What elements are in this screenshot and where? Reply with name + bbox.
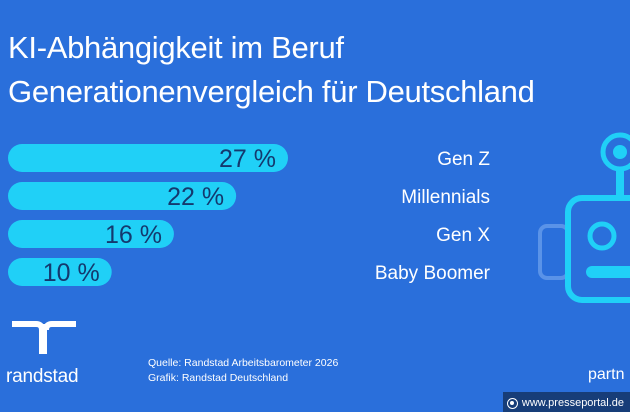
randstad-logo-icon <box>12 321 76 354</box>
watermark-text: www.presseportal.de <box>521 397 624 409</box>
value-label: 22 % <box>167 183 224 211</box>
partner-text: partn <box>588 366 625 383</box>
bar-millennials <box>8 182 237 210</box>
value-label: 16 % <box>105 221 162 249</box>
bar-baby-boomer <box>8 258 112 286</box>
bar-chart: 27 % Gen Z 22 % Millennials 16 % Gen X 10 % Bab… <box>8 144 491 287</box>
brand-name: randstad <box>6 366 79 387</box>
source-line: Quelle: Randstad Arbeitsbarometer 2026 <box>148 357 339 369</box>
bar-gen-x <box>8 220 174 248</box>
category-label: Gen Z <box>437 149 490 170</box>
category-label: Gen X <box>436 225 490 246</box>
presseportal-icon <box>506 397 518 409</box>
category-label: Millennials <box>401 187 490 208</box>
robot-icon <box>538 132 630 303</box>
chart-subtitle: Generationenvergleich für Deutschland <box>8 74 535 109</box>
bar-gen-z <box>8 144 288 172</box>
watermark[interactable]: www.presseportal.de <box>502 392 630 412</box>
chart-title: KI-Abhängigkeit im Beruf <box>8 30 344 65</box>
source-note: Quelle: Randstad Arbeitsbarometer 2026 G… <box>148 356 338 386</box>
value-label: 10 % <box>43 259 100 287</box>
category-label: Baby Boomer <box>375 263 491 284</box>
graphic-line: Grafik: Randstad Deutschland <box>148 372 289 384</box>
value-label: 27 % <box>219 145 276 173</box>
